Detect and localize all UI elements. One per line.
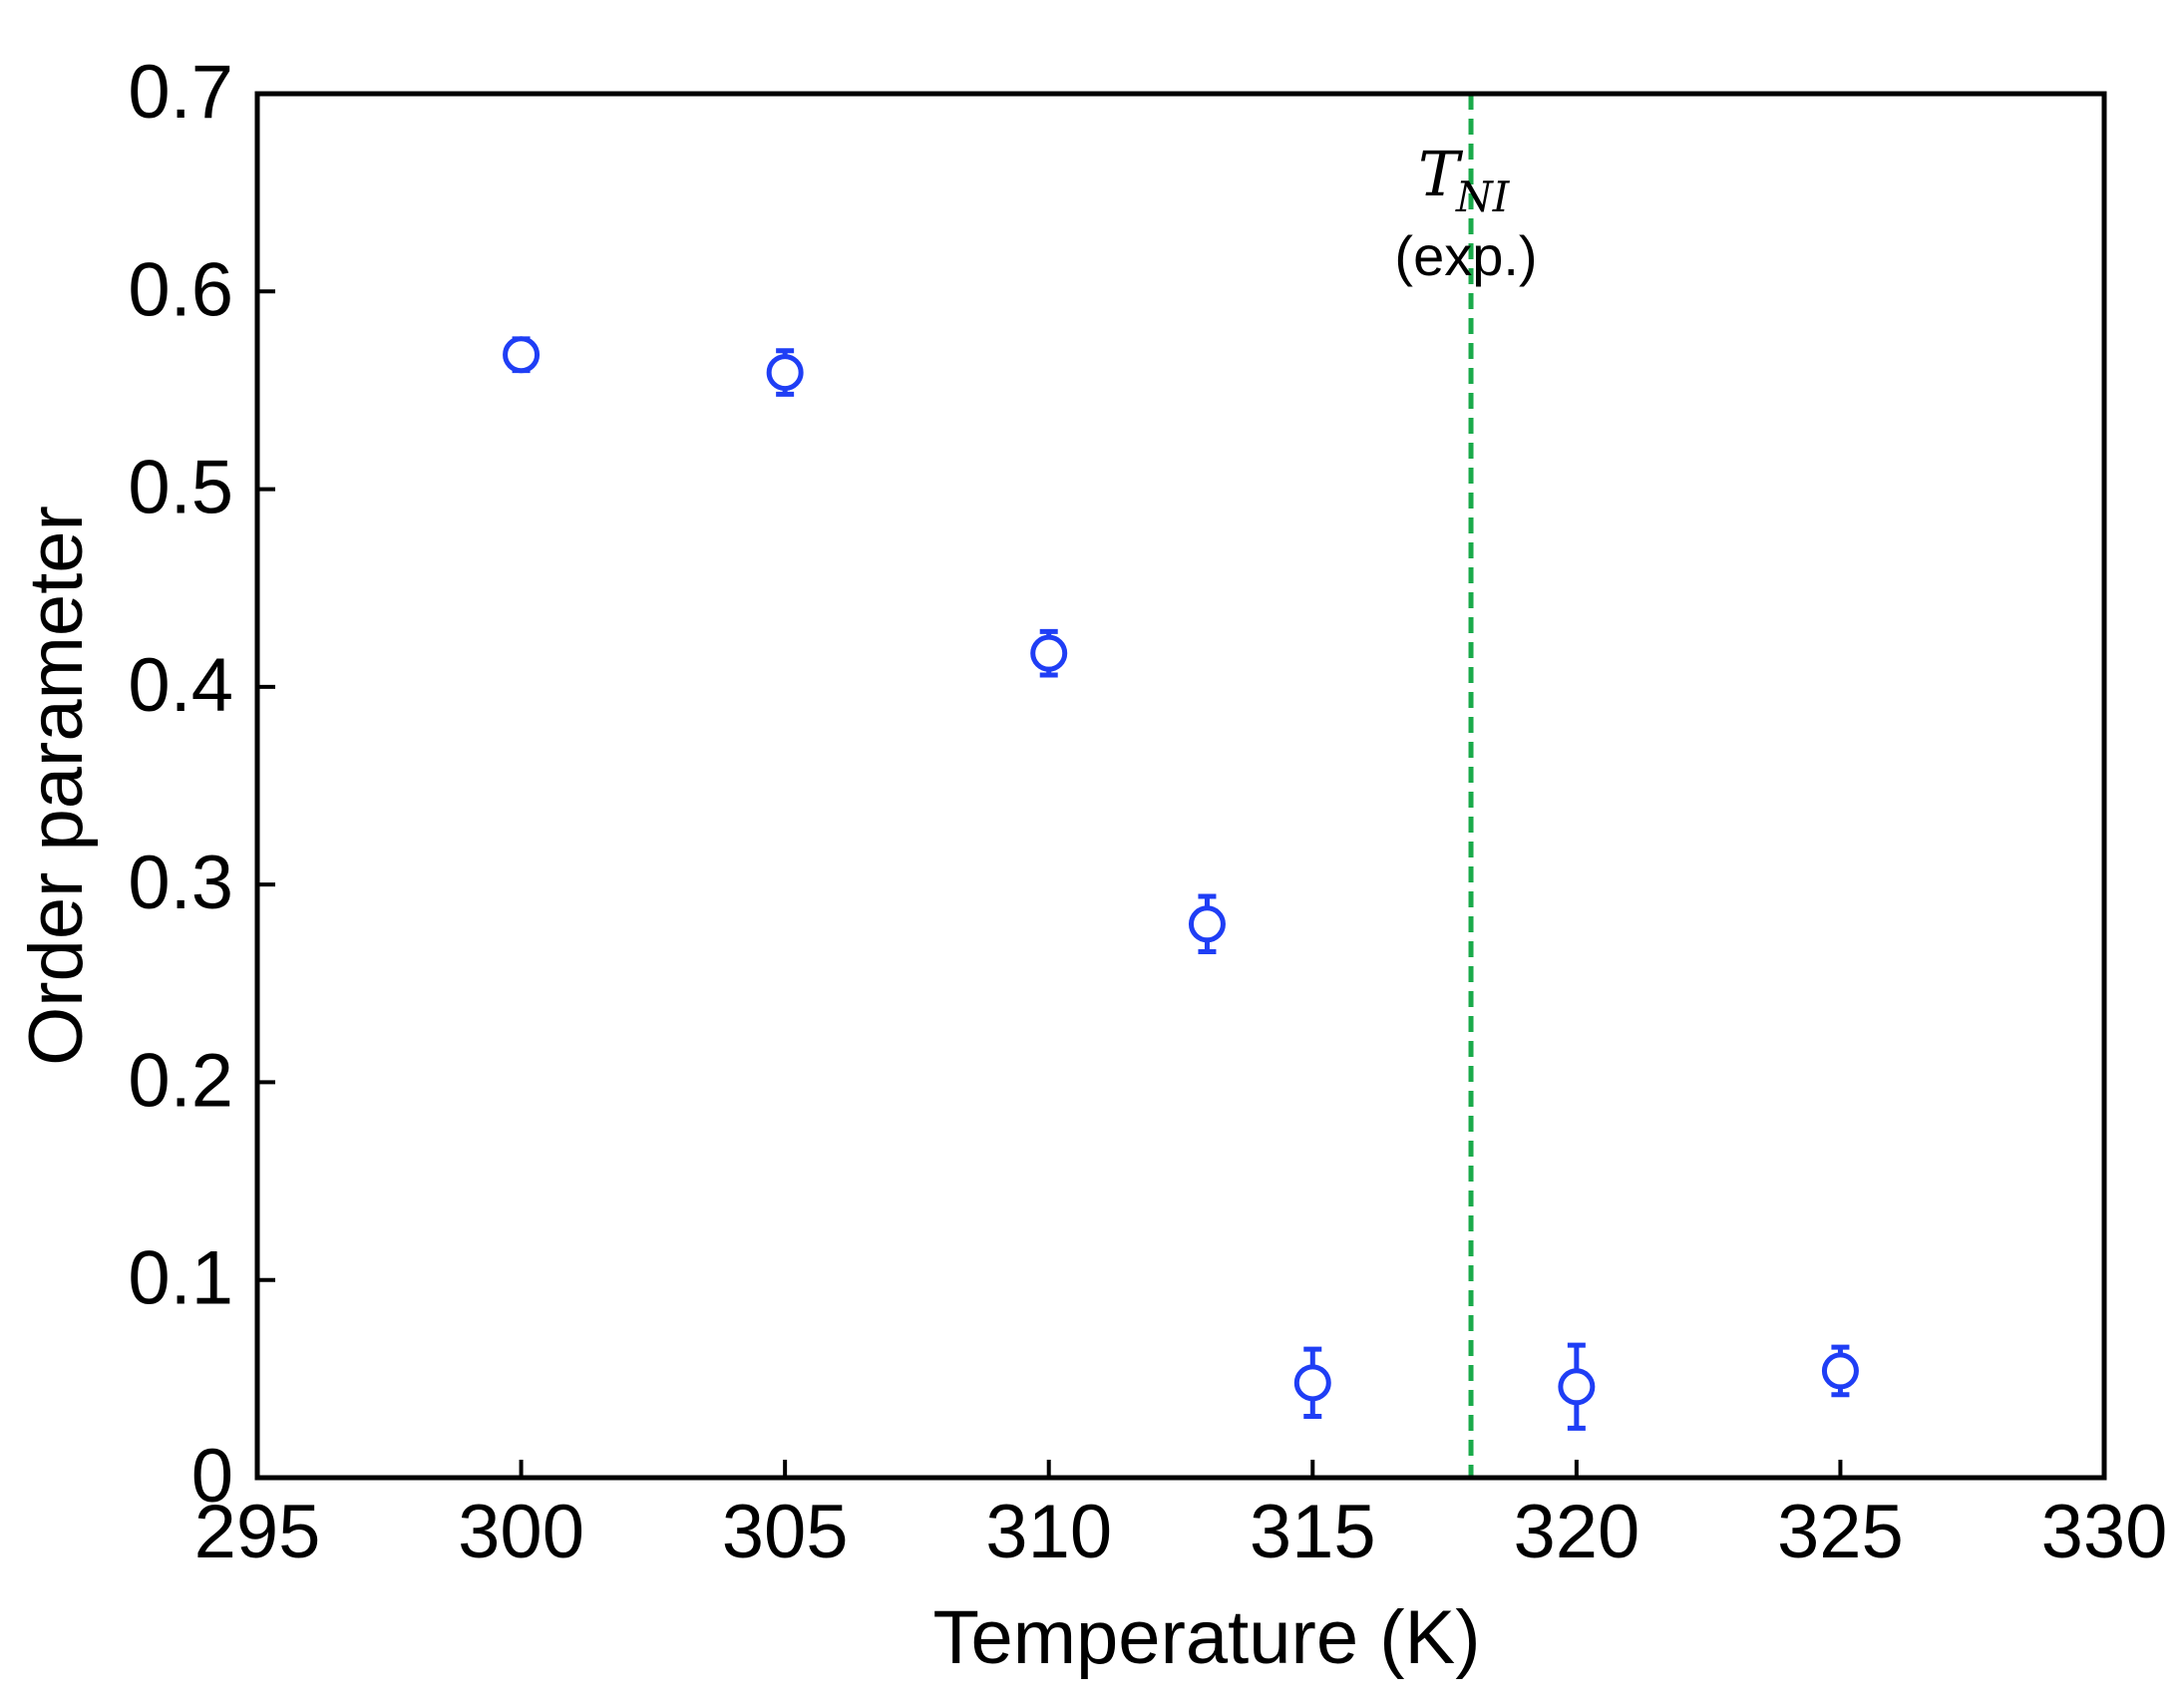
y-axis: 0 0.1 0.2 0.3 0.4 0.5 0.6 0.7 <box>128 50 275 1519</box>
y-tick-label: 0.1 <box>128 1236 233 1321</box>
y-tick-label: 0.7 <box>128 50 233 135</box>
x-tick-label: 315 <box>1250 1490 1376 1574</box>
x-axis: 295 300 305 310 315 320 325 330 <box>194 1460 2168 1574</box>
reference-line-symbol: T <box>1418 138 1464 210</box>
y-axis-title: Order parameter <box>14 506 99 1066</box>
data-point <box>1293 1346 1331 1420</box>
data-marker <box>1821 1352 1859 1390</box>
y-tick-label: 0.4 <box>128 643 233 728</box>
data-marker <box>503 336 541 374</box>
data-marker <box>1293 1364 1331 1402</box>
data-point <box>1558 1342 1596 1431</box>
y-tick-label: 0.5 <box>128 446 233 530</box>
y-tick-label: 0.3 <box>128 841 233 925</box>
x-tick-label: 325 <box>1777 1490 1904 1574</box>
y-tick-label: 0.2 <box>128 1038 233 1123</box>
data-marker <box>1030 634 1068 672</box>
data-marker <box>1558 1368 1596 1406</box>
y-tick-label: 0 <box>191 1434 233 1519</box>
x-tick-label: 300 <box>458 1490 584 1574</box>
x-axis-title: Temperature (K) <box>932 1595 1480 1680</box>
data-point <box>1030 628 1068 678</box>
data-point <box>503 336 541 374</box>
data-point <box>766 348 804 397</box>
x-tick-label: 330 <box>2041 1490 2168 1574</box>
data-point <box>1821 1344 1859 1398</box>
data-points-layer <box>503 336 1859 1431</box>
x-tick-label: 305 <box>722 1490 849 1574</box>
reference-line-subscript: NI <box>1455 172 1511 221</box>
y-tick-label: 0.6 <box>128 247 233 332</box>
reference-line-annotation: T NI (exp.) <box>1394 138 1537 287</box>
reference-line-note: (exp.) <box>1394 224 1537 287</box>
x-tick-label: 295 <box>194 1490 321 1574</box>
data-marker <box>1188 905 1226 943</box>
x-tick-label: 310 <box>985 1490 1112 1574</box>
data-point <box>1188 893 1226 955</box>
data-marker <box>766 354 804 392</box>
x-tick-label: 320 <box>1513 1490 1639 1574</box>
plot-frame <box>254 91 2107 1481</box>
